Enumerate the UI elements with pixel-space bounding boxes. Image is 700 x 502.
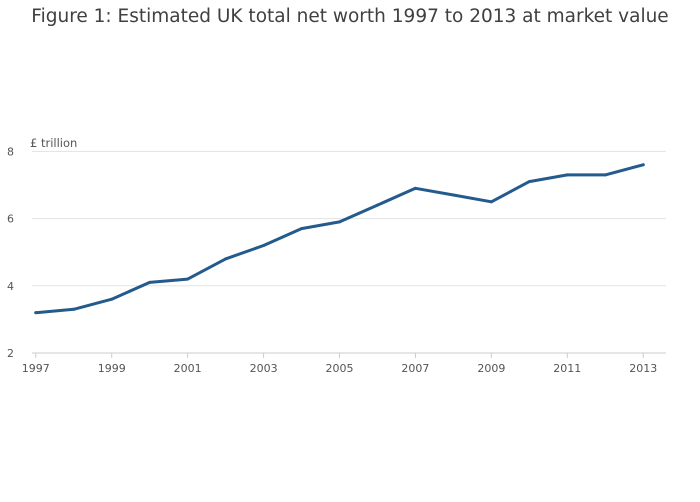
data-point — [186, 277, 190, 281]
y-tick-label: 4 — [7, 280, 14, 293]
x-tick-label: 2003 — [250, 362, 278, 375]
x-tick-label: 2001 — [174, 362, 202, 375]
x-tick-label: 2007 — [401, 362, 429, 375]
data-point — [148, 280, 152, 284]
data-point — [224, 257, 228, 261]
data-point — [413, 186, 417, 190]
data-point — [489, 200, 493, 204]
data-point — [110, 297, 114, 301]
y-tick-label: 6 — [7, 213, 14, 226]
data-point — [262, 243, 266, 247]
data-point — [603, 173, 607, 177]
x-tick-label: 2011 — [553, 362, 581, 375]
series-group — [34, 163, 645, 315]
x-axis: 1997 1999 2001 2003 2005 2007 2009 2011 2013 — [22, 352, 666, 375]
x-tick-label: 1997 — [22, 362, 50, 375]
data-point — [565, 173, 569, 177]
data-point — [375, 203, 379, 207]
data-point — [300, 227, 304, 231]
series-line — [34, 163, 645, 315]
data-point — [34, 311, 38, 315]
data-point — [338, 220, 342, 224]
data-point — [641, 163, 645, 167]
y-axis-label: £ trillion — [30, 136, 77, 150]
data-point — [72, 307, 76, 311]
y-axis: 2 4 6 8 — [7, 145, 14, 360]
x-tick-label: 2013 — [629, 362, 657, 375]
data-point — [527, 180, 531, 184]
y-tick-label: 8 — [7, 145, 14, 158]
x-tick-label: 2009 — [477, 362, 505, 375]
chart-title: Figure 1: Estimated UK total net worth 1… — [31, 6, 669, 27]
x-tick-label: 1999 — [98, 362, 126, 375]
x-tick-label: 2005 — [326, 362, 354, 375]
data-point — [451, 193, 455, 197]
y-tick-label: 2 — [7, 347, 14, 360]
